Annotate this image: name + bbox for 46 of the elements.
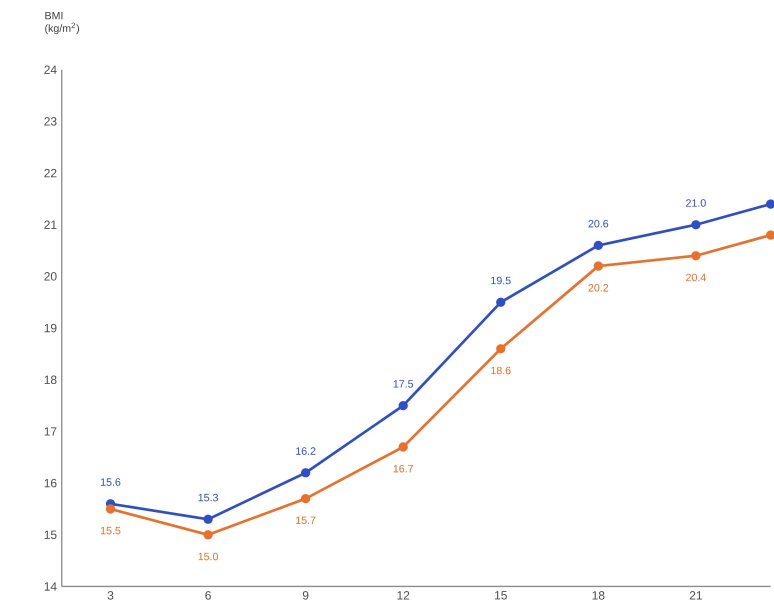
point xyxy=(203,530,213,540)
point xyxy=(300,494,310,504)
y-tick-label: 16 xyxy=(44,478,57,488)
data-label: 19.5 xyxy=(491,276,511,284)
data-label: 20.6 xyxy=(588,220,608,228)
point xyxy=(203,514,213,524)
data-label: 15.5 xyxy=(101,526,120,534)
data-label: 16.7 xyxy=(394,464,414,472)
point xyxy=(496,297,506,307)
point xyxy=(594,240,603,250)
point xyxy=(398,400,408,410)
data-label: 18.6 xyxy=(491,366,511,374)
y-tick-label: 15 xyxy=(44,530,57,539)
x-tick-label: 21 xyxy=(690,590,702,600)
x-tick-label: 15 xyxy=(495,590,507,600)
point xyxy=(106,504,116,514)
y-tick-label: 18 xyxy=(44,375,57,384)
point xyxy=(691,220,701,230)
y-tick-label: 17 xyxy=(44,427,56,436)
y-tick-label: 14 xyxy=(44,582,57,590)
point xyxy=(398,442,408,452)
x-tick-label: 12 xyxy=(397,590,410,600)
x-tick-label: 9 xyxy=(302,590,308,600)
data-label: 21.0 xyxy=(686,199,706,207)
data-label: 17.5 xyxy=(394,380,414,388)
data-label: 15.3 xyxy=(198,494,218,502)
data-label: 15.6 xyxy=(101,478,120,486)
y-axis-title: BMI (kg/m$^{2}$) xyxy=(45,12,80,34)
point xyxy=(496,344,506,354)
y-tick-label: 21 xyxy=(44,220,56,229)
x-tick-label: 18 xyxy=(592,590,604,600)
y-tick-label: 19 xyxy=(44,324,56,332)
y-tick-label: 24 xyxy=(44,65,57,74)
x-tick-label: 3 xyxy=(108,590,114,600)
data-label: 15.0 xyxy=(198,552,218,560)
point xyxy=(300,468,310,478)
point xyxy=(691,250,701,260)
y-tick-label: 22 xyxy=(44,168,56,178)
y-tick-label: 23 xyxy=(44,116,57,126)
y-tick-label: 20 xyxy=(44,272,57,280)
data-label: 16.2 xyxy=(296,447,316,455)
data-label: 15.7 xyxy=(296,516,316,524)
data-label: 20.4 xyxy=(686,274,706,282)
x-tick-label: 6 xyxy=(205,590,211,600)
point xyxy=(594,261,603,271)
data-label: 20.2 xyxy=(588,284,608,292)
